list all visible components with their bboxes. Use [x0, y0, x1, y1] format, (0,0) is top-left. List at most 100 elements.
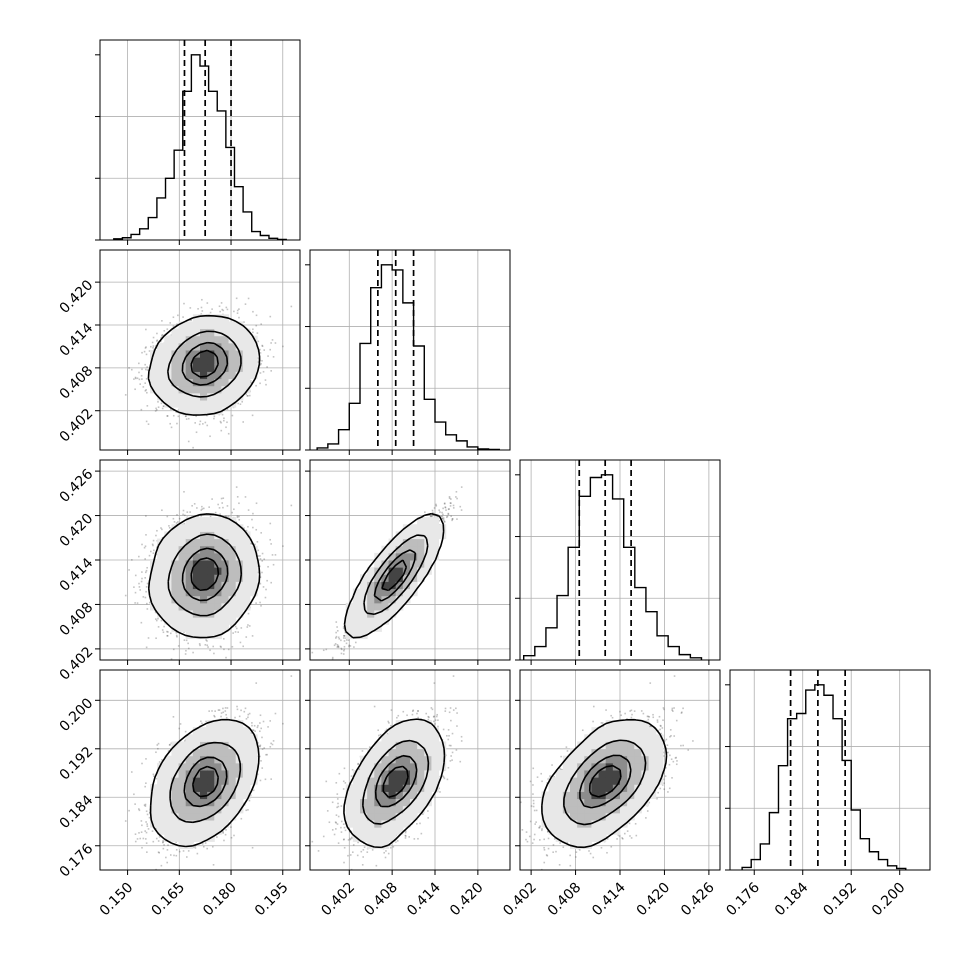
sample-point — [271, 339, 274, 341]
sample-point — [263, 349, 266, 351]
sample-point — [192, 446, 194, 449]
sample-point — [235, 521, 238, 524]
sample-point — [152, 336, 155, 339]
density-cell — [235, 335, 244, 344]
density-cell — [178, 371, 187, 380]
sample-point — [259, 582, 262, 585]
sample-point — [201, 298, 203, 301]
density-cell — [228, 321, 237, 330]
sample-point — [260, 323, 263, 325]
density-cell — [221, 385, 230, 394]
sample-point — [245, 393, 248, 396]
sample-point — [163, 625, 165, 628]
sample-point — [255, 314, 258, 317]
density-cell — [185, 378, 194, 387]
density-cell — [178, 321, 187, 330]
sample-point — [252, 328, 254, 331]
density-cell — [214, 335, 222, 344]
density-cell — [228, 371, 237, 380]
sample-point — [145, 586, 148, 588]
panel-content — [100, 250, 300, 450]
panel-content — [100, 40, 300, 240]
density-cell — [178, 335, 187, 344]
sample-point — [255, 324, 258, 327]
density-cell — [250, 350, 258, 358]
density-cell — [192, 335, 201, 344]
density-cell — [164, 378, 172, 387]
density-cell — [178, 357, 187, 365]
sample-point — [259, 555, 261, 557]
sample-point — [226, 408, 229, 410]
density-cell — [228, 385, 237, 394]
sample-point — [244, 303, 247, 305]
sample-point — [176, 422, 178, 425]
sample-point — [261, 345, 264, 347]
sample-point — [160, 402, 163, 405]
sample-point — [226, 505, 229, 507]
histogram-step — [316, 264, 500, 450]
density-cell — [192, 364, 201, 372]
density-cell — [214, 407, 222, 415]
sample-point — [150, 550, 152, 553]
density-cell — [235, 392, 244, 401]
sample-point — [184, 415, 187, 418]
density-cell — [185, 407, 194, 415]
density-cell — [157, 350, 165, 358]
density-cell — [200, 342, 208, 351]
sample-point — [261, 359, 263, 362]
density-cell — [171, 328, 180, 337]
sample-point — [234, 631, 237, 633]
density-cell — [157, 385, 165, 394]
density-cell — [207, 342, 215, 351]
sample-point — [176, 323, 178, 326]
density-cell — [164, 392, 172, 401]
panel-frame — [309, 249, 511, 451]
sample-point — [211, 498, 213, 500]
density-cell — [235, 342, 244, 351]
sample-point — [196, 507, 198, 509]
density-cell — [242, 357, 251, 365]
sample-point — [161, 528, 163, 531]
sample-point — [221, 413, 224, 416]
sample-point — [148, 350, 151, 352]
sample-point — [146, 405, 149, 407]
density-cell — [171, 371, 180, 380]
sample-point — [247, 395, 249, 397]
density-cell — [228, 392, 237, 401]
density-cell — [185, 385, 194, 394]
sample-point — [143, 546, 146, 549]
sample-point — [144, 363, 146, 366]
sample-point — [185, 418, 188, 420]
sample-point — [166, 415, 169, 417]
sample-point — [201, 508, 204, 510]
sample-point — [172, 414, 175, 417]
sample-point — [143, 350, 146, 353]
density-cell — [214, 385, 222, 394]
density-cell — [157, 378, 165, 387]
sample-point — [183, 639, 186, 641]
sample-point — [219, 420, 222, 423]
sample-point — [261, 560, 264, 562]
sample-point — [270, 581, 272, 584]
sample-point — [138, 586, 141, 588]
sample-point — [255, 502, 258, 505]
sample-point — [272, 356, 275, 358]
density-cell — [214, 400, 222, 408]
density-cell — [207, 357, 215, 365]
density-cell — [185, 328, 194, 337]
sample-point — [189, 307, 192, 309]
sample-point — [140, 408, 143, 411]
sample-point — [225, 306, 228, 309]
sample-point — [237, 631, 239, 633]
sample-point — [206, 424, 209, 427]
sample-point — [185, 415, 187, 417]
sample-point — [177, 314, 179, 317]
sample-point — [146, 608, 149, 610]
density-cell — [178, 407, 187, 415]
sample-point — [257, 340, 260, 343]
density-cell — [235, 385, 244, 394]
sample-point — [187, 440, 190, 443]
sample-point — [198, 643, 201, 645]
sample-point — [225, 426, 227, 429]
sample-point — [208, 506, 210, 508]
